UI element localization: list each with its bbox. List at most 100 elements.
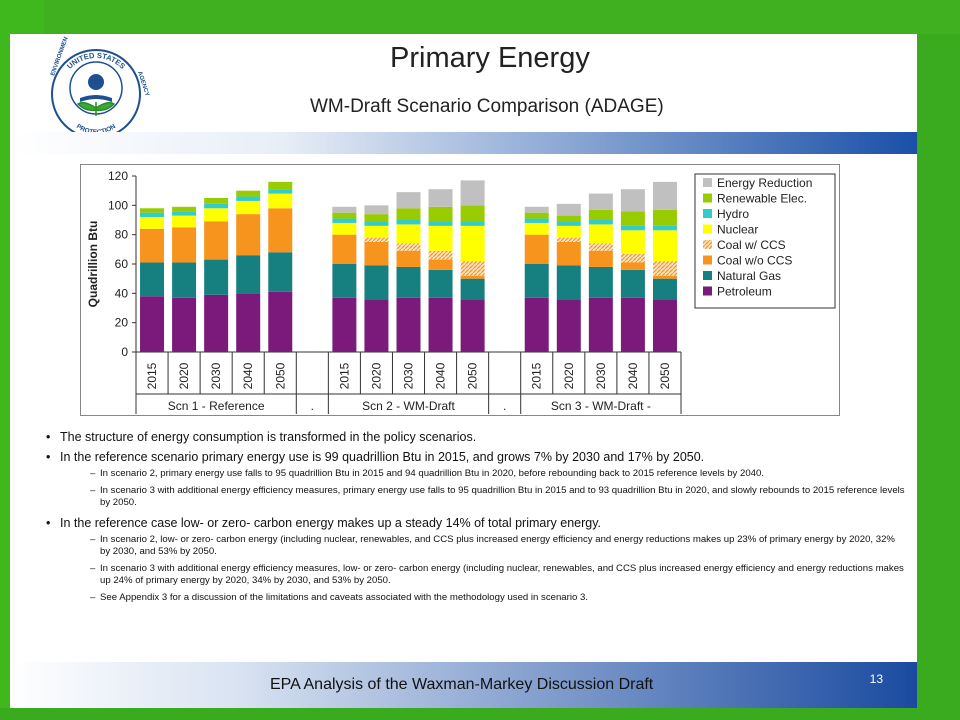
x-tick-label: 2040 [434, 362, 448, 389]
bar-segment-natural-gas [428, 269, 453, 298]
legend-swatch [703, 178, 712, 187]
bar-segment-coal-w-o-ccs [172, 227, 197, 263]
bar-segment-renewable-elec- [140, 208, 165, 213]
bar-segment-petroleum [140, 296, 165, 352]
bar-segment-hydro [140, 212, 165, 218]
bar-segment-coal-w-ccs [620, 253, 645, 263]
x-tick-label: 2020 [562, 362, 576, 389]
bar-segment-natural-gas [268, 252, 293, 292]
y-tick-label: 80 [115, 228, 129, 242]
bar-segment-energy-reduction [620, 189, 645, 212]
bar-segment-energy-reduction [364, 205, 389, 215]
legend-swatch [703, 193, 712, 203]
bar-segment-coal-w-o-ccs [332, 234, 357, 264]
group-label: Scn 3 - WM-Draft - [551, 399, 651, 413]
legend-label: Petroleum [717, 285, 772, 299]
bar-segment-petroleum [396, 297, 421, 352]
flower-icon [76, 101, 116, 116]
bar-segment-natural-gas [332, 264, 357, 298]
sub-bullet-item: – See Appendix 3 for a discussion of the … [90, 591, 588, 603]
bar-segment-nuclear [588, 224, 613, 244]
footer-text: EPA Analysis of the Waxman-Markey Discus… [270, 676, 654, 693]
x-tick-label: 2040 [241, 362, 255, 389]
bullet-text: In scenario 2, primary energy use falls … [100, 468, 764, 479]
group-label: Scn 2 - WM-Draft [362, 399, 455, 413]
bar-segment-coal-w-o-ccs [620, 262, 645, 270]
legend-label: Hydro [717, 207, 749, 221]
legend-label: Nuclear [717, 223, 758, 237]
x-tick-label: 2030 [209, 362, 223, 389]
bar-segment-renewable-elec- [332, 212, 357, 219]
bar-segment-natural-gas [204, 259, 229, 295]
bullet-text: The structure of energy consumption is t… [60, 430, 477, 444]
bar-segment-coal-w-o-ccs [460, 275, 485, 279]
bar-segment-renewable-elec- [204, 198, 229, 204]
y-tick-label: 120 [108, 169, 128, 183]
bar-segment-coal-w-o-ccs [204, 221, 229, 260]
x-tick-label: 2015 [337, 362, 351, 389]
bar-segment-natural-gas [140, 262, 165, 297]
bar-segment-coal-w-ccs [428, 250, 453, 260]
title-divider-bar [10, 132, 917, 154]
bar-segment-hydro [428, 221, 453, 226]
bar-segment-nuclear [524, 222, 549, 235]
legend-label: Coal w/o CCS [717, 254, 792, 268]
slide-subtitle: WM-Draft Scenario Comparison (ADAGE) [310, 96, 664, 117]
legend-label: Renewable Elec. [717, 192, 807, 206]
bar-segment-nuclear [204, 208, 229, 222]
bar-segment-energy-reduction [524, 206, 549, 213]
group-label: Scn 1 - Reference [168, 399, 265, 413]
bar-segment-coal-w-o-ccs [556, 242, 581, 266]
bar-segment-petroleum [268, 291, 293, 352]
x-tick-label: 2015 [530, 362, 544, 389]
bar-segment-nuclear [140, 217, 165, 229]
sub-bullet-item: – In scenario 2, primary energy use falls… [90, 468, 764, 479]
y-tick-label: 60 [115, 257, 129, 271]
bar-segment-hydro [652, 225, 677, 231]
x-tick-label: 2030 [594, 362, 608, 389]
bar-segment-renewable-elec- [364, 214, 389, 222]
bar-segment-energy-reduction [428, 189, 453, 207]
sun-icon [88, 74, 104, 90]
legend-label: Coal w/ CCS [717, 238, 786, 252]
x-tick-label: 2030 [402, 362, 416, 389]
bar-segment-energy-reduction [588, 193, 613, 210]
x-tick-label: 2050 [658, 362, 672, 389]
y-tick-label: 40 [115, 286, 129, 300]
bar-segment-coal-w-o-ccs [652, 275, 677, 279]
group-label: Energy Efficiency [555, 415, 648, 417]
bar-segment-nuclear [460, 225, 485, 262]
bullet-text: In scenario 3 with additional energy eff… [100, 562, 904, 587]
bar-segment-natural-gas [396, 266, 421, 298]
bar-segment-nuclear [556, 225, 581, 238]
x-tick-label: 2015 [145, 362, 159, 389]
bar-segment-natural-gas [588, 266, 613, 298]
x-tick-label: 2050 [273, 362, 287, 389]
bar-segment-coal-w-o-ccs [364, 242, 389, 266]
bar-segment-petroleum [460, 299, 485, 352]
bar-segment-petroleum [556, 299, 581, 352]
bar-segment-hydro [396, 220, 421, 225]
legend-swatch [703, 240, 712, 249]
bar-segment-energy-reduction [460, 180, 485, 206]
x-tick-label: 2020 [177, 362, 191, 389]
bar-segment-hydro [588, 220, 613, 225]
y-tick-label: 100 [108, 198, 128, 212]
bullet-text: In scenario 3 with additional energy eff… [100, 484, 905, 509]
bar-segment-renewable-elec- [556, 215, 581, 222]
bar-segment-coal-w-ccs [364, 237, 389, 242]
bar-segment-nuclear [236, 200, 261, 215]
bar-segment-hydro [620, 225, 645, 231]
bullet-text: In the reference scenario primary energy… [60, 450, 705, 464]
bar-segment-renewable-elec- [428, 206, 453, 222]
page-number: 13 [869, 672, 883, 686]
bullet-item: • The structure of energy consumption is … [46, 430, 477, 444]
bar-segment-hydro [364, 221, 389, 226]
bar-segment-natural-gas [236, 255, 261, 294]
bar-segment-petroleum [364, 299, 389, 352]
bar-segment-renewable-elec- [652, 209, 677, 226]
bar-segment-hydro [268, 189, 293, 194]
bar-segment-petroleum [652, 299, 677, 352]
bar-segment-natural-gas [364, 265, 389, 300]
